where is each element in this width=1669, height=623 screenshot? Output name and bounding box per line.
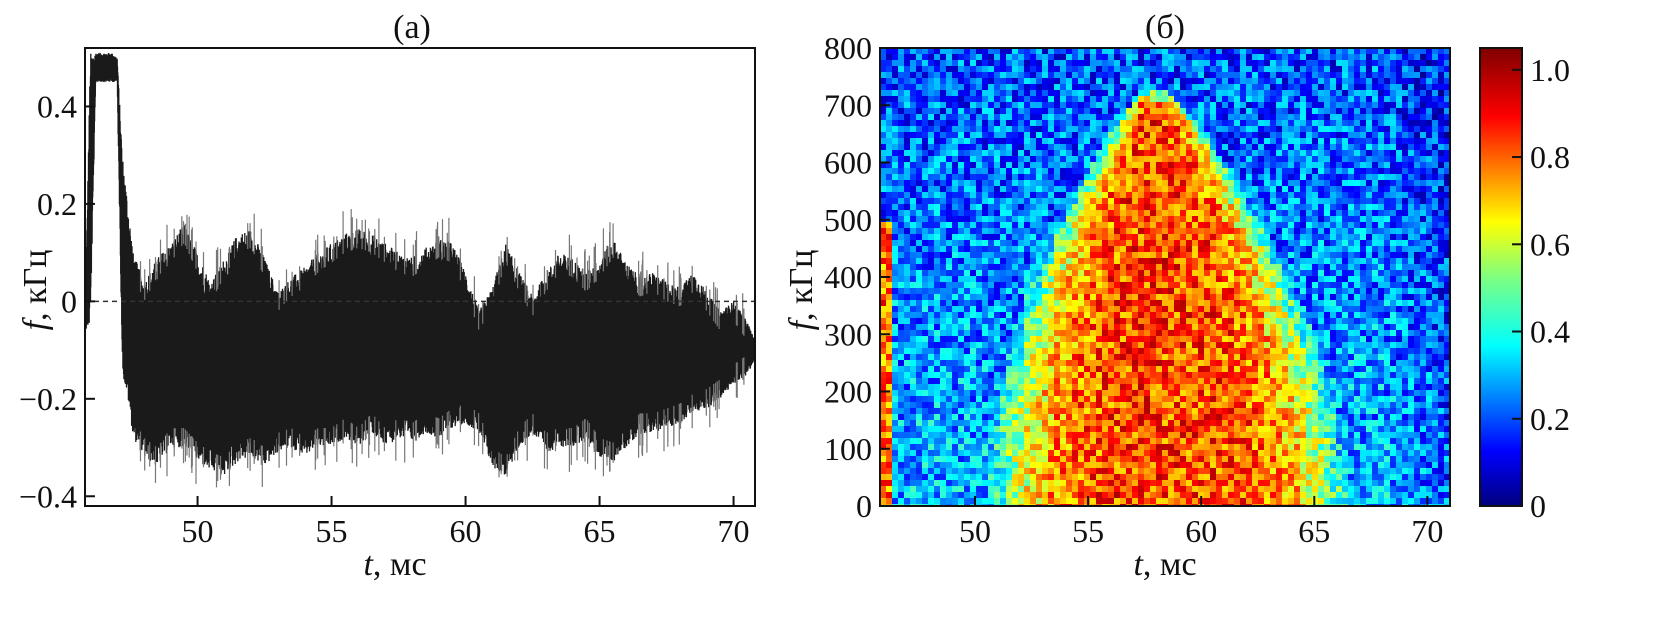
panel-a-ylabel: f, кГц	[17, 250, 54, 331]
panel-a-ytick-label: −0.4	[19, 478, 77, 514]
panel-a-ytick-label: 0.4	[37, 88, 77, 124]
colorbar-gradient	[1479, 47, 1523, 507]
panel-b-xtick-label: 55	[1072, 513, 1104, 549]
panel-b: (б) 50 55 60 65 70 0 100 200 300 400 500 600 700 800…	[783, 9, 1451, 583]
panel-b-title: (б)	[1145, 9, 1185, 46]
panel-a-ytick-label: 0	[61, 283, 77, 319]
panel-a-title: (а)	[393, 9, 431, 46]
panel-a-xtick-label: 55	[316, 513, 348, 549]
colorbar-tick-label: 0.8	[1530, 139, 1570, 175]
panel-b-ytick-label: 400	[824, 259, 872, 295]
colorbar-tick-label: 0.6	[1530, 226, 1570, 262]
panel-a-signal-spikes	[139, 209, 745, 488]
panel-a: (а) 50 55 60 65 70 −0.4 −0.2 0 0.2 0.4 t, мс f, …	[17, 9, 756, 583]
panel-a-xtick-label: 50	[182, 513, 214, 549]
panel-b-xtick-label: 65	[1298, 513, 1330, 549]
panel-b-ytick-label: 0	[856, 488, 872, 524]
panel-a-xtick-label: 65	[584, 513, 616, 549]
colorbar-tick-label: 0.2	[1530, 401, 1570, 437]
panel-a-frame	[84, 47, 756, 507]
panel-a-ytick-label: 0.2	[37, 186, 77, 222]
panel-a-xtick-label: 70	[718, 513, 750, 549]
colorbar-tick-label: 0.4	[1530, 314, 1570, 350]
panel-b-xtick-label: 60	[1185, 513, 1217, 549]
panel-a-xlabel: t, мс	[363, 546, 426, 583]
panel-b-ytick-label: 700	[824, 87, 872, 123]
panel-a-signal-line	[85, 52, 755, 475]
panel-b-ytick-label: 100	[824, 431, 872, 467]
panel-b-ytick-label: 300	[824, 316, 872, 352]
heatmap-speckle	[880, 48, 1450, 506]
panel-b-ytick-label: 200	[824, 374, 872, 410]
colorbar-tick-label: 1.0	[1530, 52, 1570, 88]
panel-b-ytick-label: 500	[824, 202, 872, 238]
colorbar: 0 0.2 0.4 0.6 0.8 1.0	[1479, 47, 1570, 524]
panel-a-ytick-label: −0.2	[19, 381, 77, 417]
panel-b-xtick-label: 70	[1411, 513, 1443, 549]
panel-b-xtick-label: 50	[959, 513, 991, 549]
panel-b-ylabel: f, кГц	[783, 250, 820, 331]
colorbar-tick-label: 0	[1530, 488, 1546, 524]
panel-a-xtick-label: 60	[450, 513, 482, 549]
panel-b-ytick-label: 600	[824, 145, 872, 181]
panel-b-ytick-label: 800	[824, 30, 872, 66]
panel-b-xlabel: t, мс	[1133, 546, 1196, 583]
